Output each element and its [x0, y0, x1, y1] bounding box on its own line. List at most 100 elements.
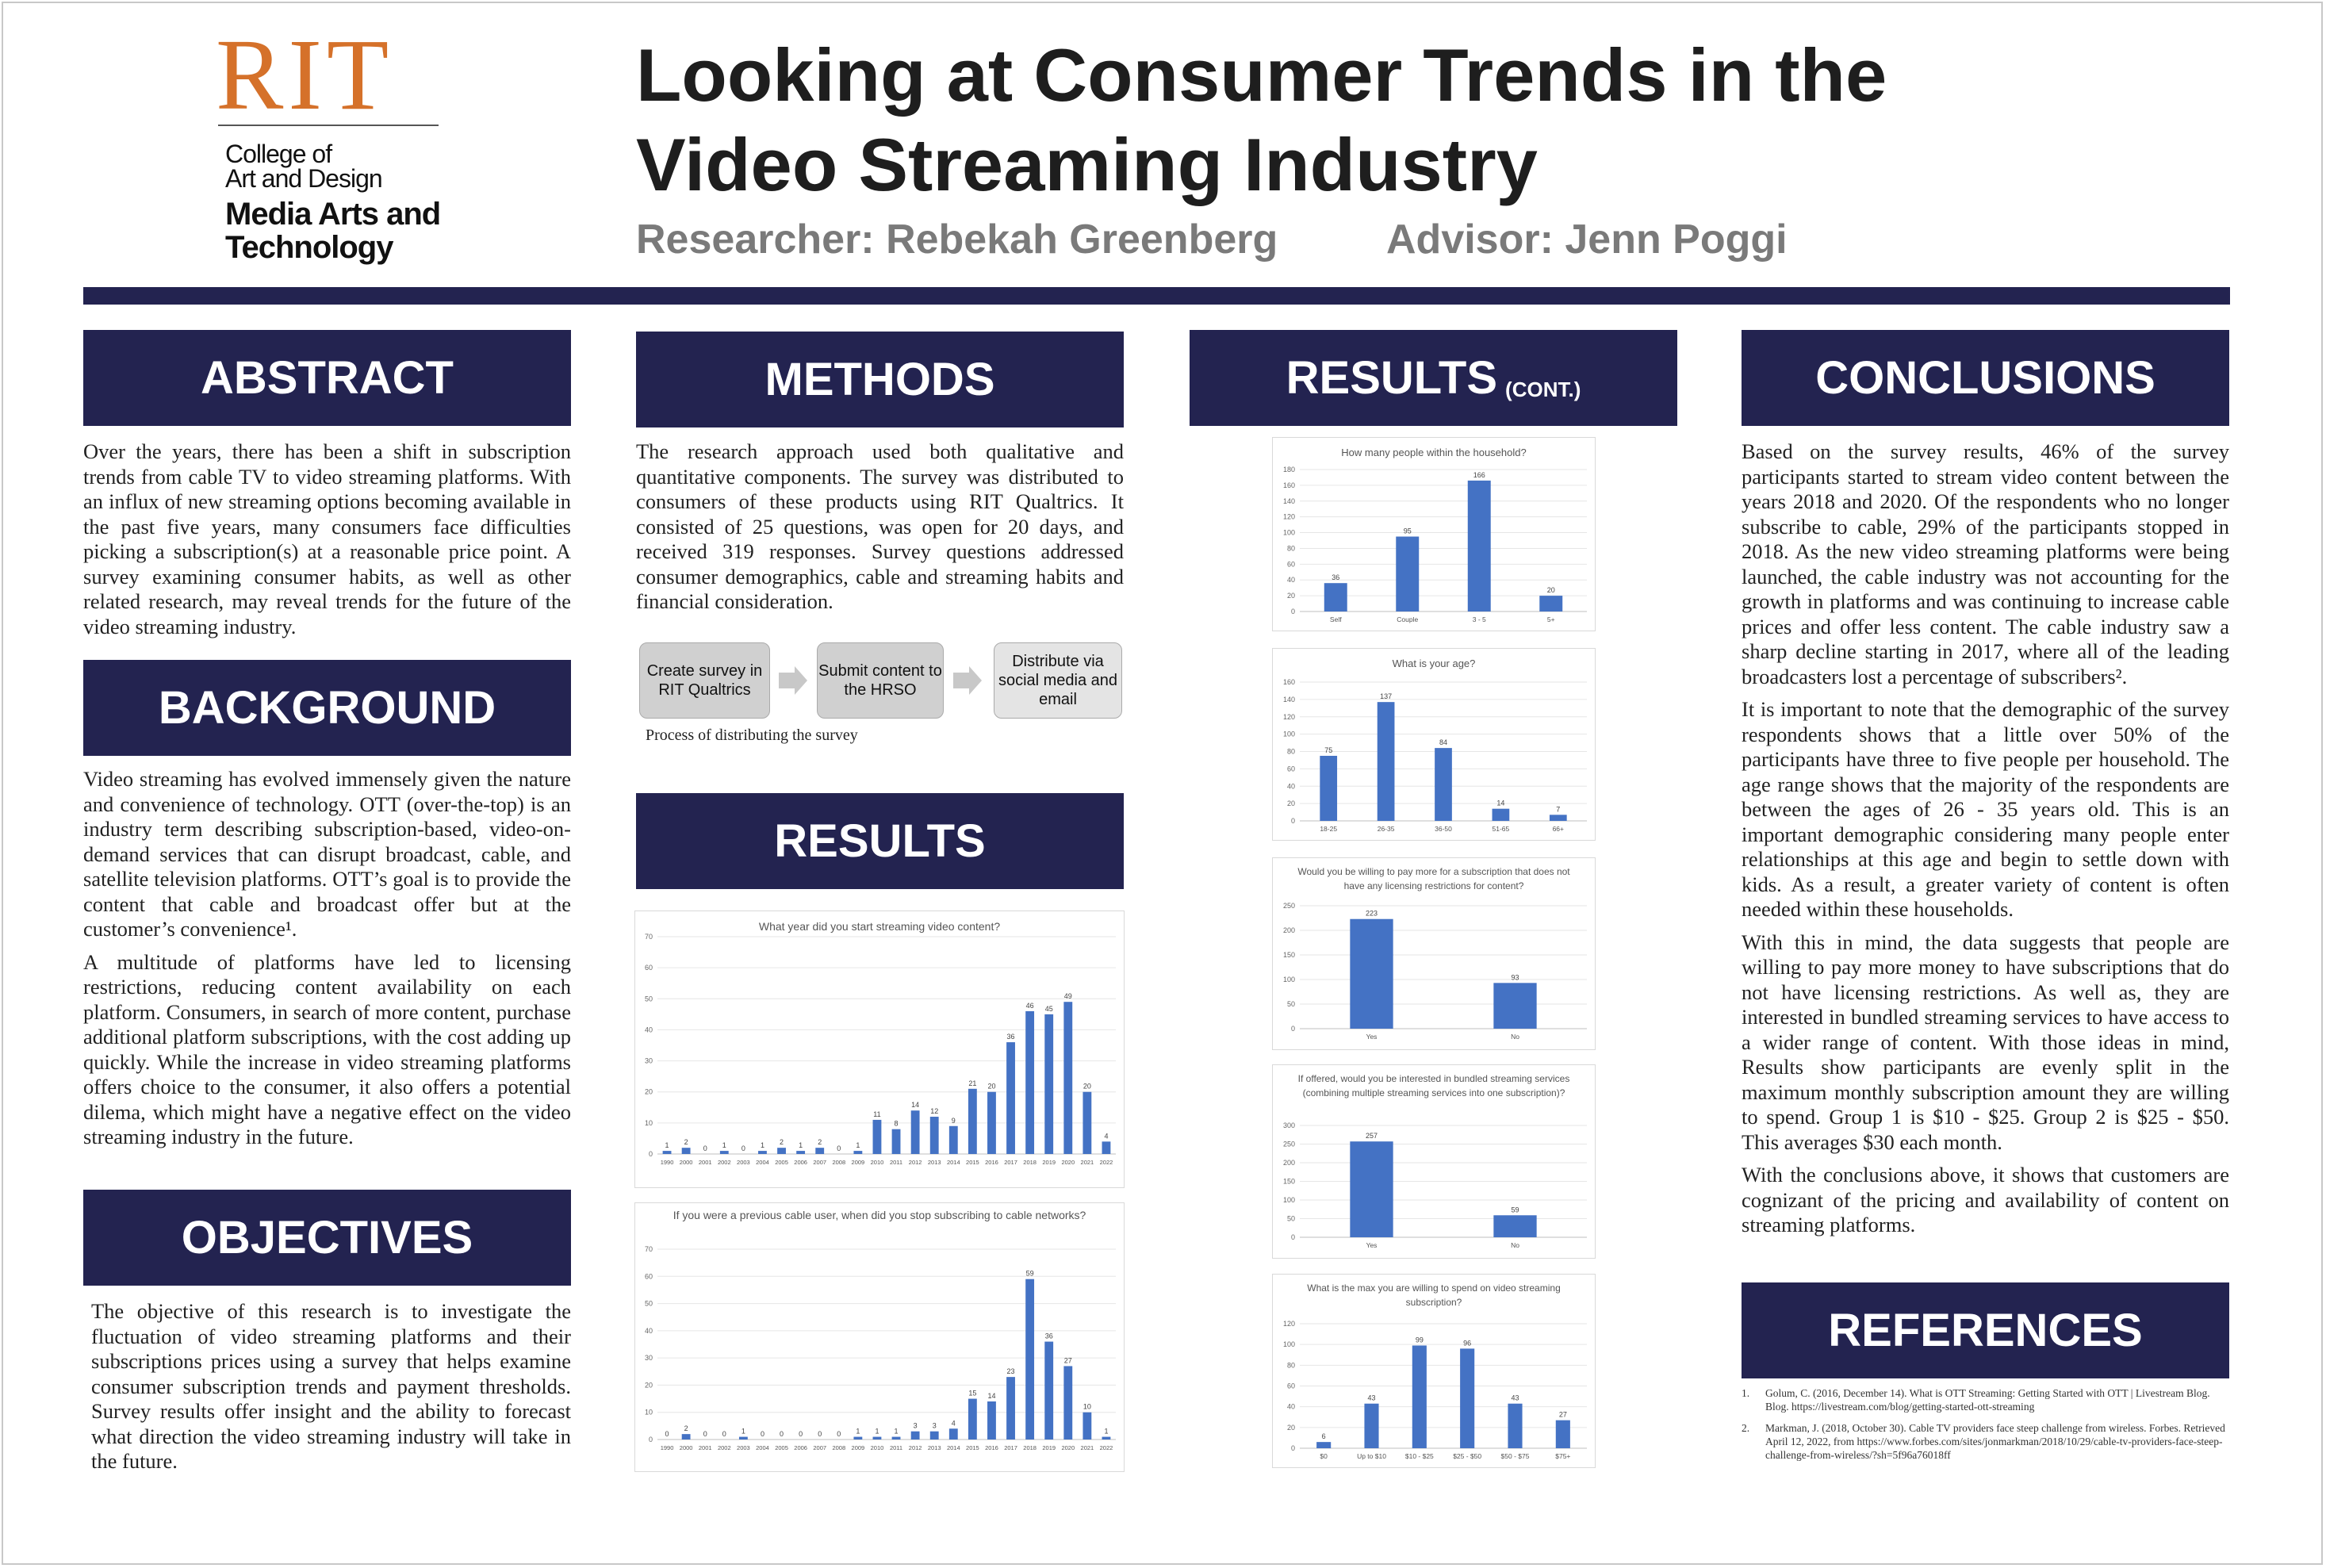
data-label: 59	[1511, 1206, 1519, 1213]
bar	[1435, 748, 1452, 821]
data-label: 0	[780, 1430, 784, 1438]
x-tick-label: 2004	[756, 1159, 769, 1166]
process-step-submit-hrso: Submit content to the HRSO	[817, 642, 944, 719]
y-tick-label: 50	[1287, 1000, 1295, 1008]
data-label: 1	[1104, 1428, 1108, 1436]
bar	[1377, 702, 1395, 821]
y-tick-label: 250	[1283, 1141, 1295, 1148]
chart-plot: 0 50 100 150 200 250 300 257 Yes 59 No	[1283, 1121, 1587, 1249]
x-tick-label: 1990	[661, 1159, 674, 1166]
y-tick-label: 150	[1283, 951, 1295, 959]
bar	[1324, 583, 1347, 611]
researcher-name: Researcher: Rebekah Greenberg	[636, 217, 1278, 263]
chart-plot: 0 50 100 150 200 250 223 Yes 93 No	[1283, 902, 1587, 1041]
data-label: 1	[856, 1141, 860, 1149]
y-tick-label: 60	[1287, 765, 1295, 772]
y-tick-label: 0	[1291, 1025, 1295, 1033]
y-tick-label: 100	[1283, 1196, 1295, 1204]
bar	[681, 1434, 691, 1440]
x-tick-label: 2009	[852, 1159, 865, 1166]
x-tick-label: 2011	[890, 1159, 902, 1166]
data-label: 4	[952, 1419, 956, 1427]
y-tick-label: 70	[645, 933, 653, 941]
data-label: 0	[703, 1430, 707, 1438]
y-tick-label: 200	[1283, 1159, 1295, 1167]
process-step-distribute: Distribute via social media and email	[994, 642, 1122, 719]
bar	[1025, 1279, 1035, 1440]
x-tick-label: Couple	[1397, 615, 1418, 623]
methods-heading-text: METHODS	[764, 354, 995, 405]
results-cont-small-text: (CONT.)	[1505, 378, 1581, 401]
data-label: 49	[1064, 992, 1072, 1000]
x-tick-label: 2007	[813, 1159, 826, 1166]
data-label: 1	[799, 1141, 803, 1149]
y-tick-label: 120	[1283, 713, 1295, 721]
chart-title: What year did you start streaming video …	[758, 920, 1001, 933]
y-tick-label: 10	[645, 1409, 653, 1417]
data-label: 20	[1547, 586, 1555, 594]
data-label: 7	[1556, 805, 1560, 813]
bar	[719, 1151, 729, 1154]
y-tick-label: 0	[1291, 1233, 1295, 1241]
x-tick-label: 2010	[871, 1444, 884, 1451]
x-tick-label: $10 - $25	[1405, 1452, 1434, 1460]
x-tick-label: 3 - 5	[1473, 615, 1486, 623]
references-heading: REFERENCES	[1742, 1282, 2229, 1378]
data-label: 43	[1367, 1394, 1375, 1402]
data-label: 14	[911, 1101, 919, 1109]
bar	[968, 1398, 977, 1440]
references-list: 1. Golum, C. (2016, December 14). What is…	[1742, 1386, 2227, 1470]
data-label: 36	[1332, 573, 1339, 581]
y-tick-label: 120	[1283, 513, 1295, 521]
data-label: 2	[780, 1138, 784, 1146]
y-tick-label: 70	[645, 1245, 653, 1253]
chart-title: If offered, would you be interested in b…	[1297, 1073, 1570, 1098]
bar	[910, 1110, 920, 1154]
data-label: 14	[987, 1392, 995, 1400]
data-label: 20	[987, 1083, 995, 1091]
background-paragraph-1: Video streaming has evolved immensely gi…	[83, 767, 571, 941]
x-tick-label: 2000	[680, 1444, 693, 1451]
x-tick-label: 2022	[1100, 1159, 1113, 1166]
chart-age: What is your age? 0 20 40 60 80 100 120 140 160 75…	[1272, 648, 1596, 841]
y-tick-label: 20	[1287, 592, 1295, 600]
y-tick-label: 80	[1287, 1361, 1295, 1369]
methods-heading: METHODS	[636, 332, 1124, 427]
data-label: 257	[1366, 1132, 1378, 1140]
x-tick-label: 5+	[1547, 615, 1555, 623]
conclusions-paragraph-4: With the conclusions above, it shows tha…	[1742, 1163, 2229, 1236]
x-tick-label: 2005	[775, 1159, 788, 1166]
background-heading-text: BACKGROUND	[158, 682, 496, 734]
chart-title: What is your age?	[1392, 657, 1476, 669]
bar	[1396, 536, 1420, 611]
x-tick-label: 2018	[1023, 1159, 1037, 1166]
data-label: 99	[1416, 1336, 1424, 1344]
chart-plot: 0 20 40 60 80 100 120 140 160 75 18-25 137 26-35 84 36…	[1283, 678, 1587, 833]
title-line-1: Looking at Consumer Trends in the	[636, 33, 1887, 117]
reference-item: 1. Golum, C. (2016, December 14). What is…	[1742, 1386, 2227, 1413]
bar	[948, 1125, 958, 1154]
chart-plot: 0102030405060701199022000020011200202003…	[645, 933, 1116, 1166]
chart-plot: 0 20 40 60 80 100 120 6 $0 43 Up to $10 99 $10 - $25…	[1283, 1320, 1587, 1460]
bar	[1316, 1442, 1332, 1448]
data-label: 14	[1496, 799, 1504, 807]
chart-title: Would you be willing to pay more for a s…	[1297, 866, 1570, 891]
data-label: 6	[1322, 1432, 1326, 1440]
y-tick-label: 20	[1287, 1424, 1295, 1432]
y-tick-label: 0	[649, 1150, 653, 1158]
data-label: 46	[1026, 1002, 1034, 1010]
bar	[987, 1091, 996, 1154]
bar	[910, 1431, 920, 1440]
bar	[1508, 1403, 1523, 1448]
bar	[929, 1117, 939, 1154]
x-tick-label: 2020	[1061, 1159, 1075, 1166]
bar	[738, 1436, 748, 1440]
data-label: 36	[1045, 1332, 1053, 1340]
bar	[929, 1431, 939, 1440]
y-tick-label: 50	[645, 995, 653, 1003]
bar	[1083, 1412, 1092, 1440]
data-label: 0	[799, 1430, 803, 1438]
x-tick-label: 2001	[699, 1444, 712, 1451]
y-tick-label: 20	[645, 1381, 653, 1389]
x-tick-label: 2002	[718, 1444, 731, 1451]
